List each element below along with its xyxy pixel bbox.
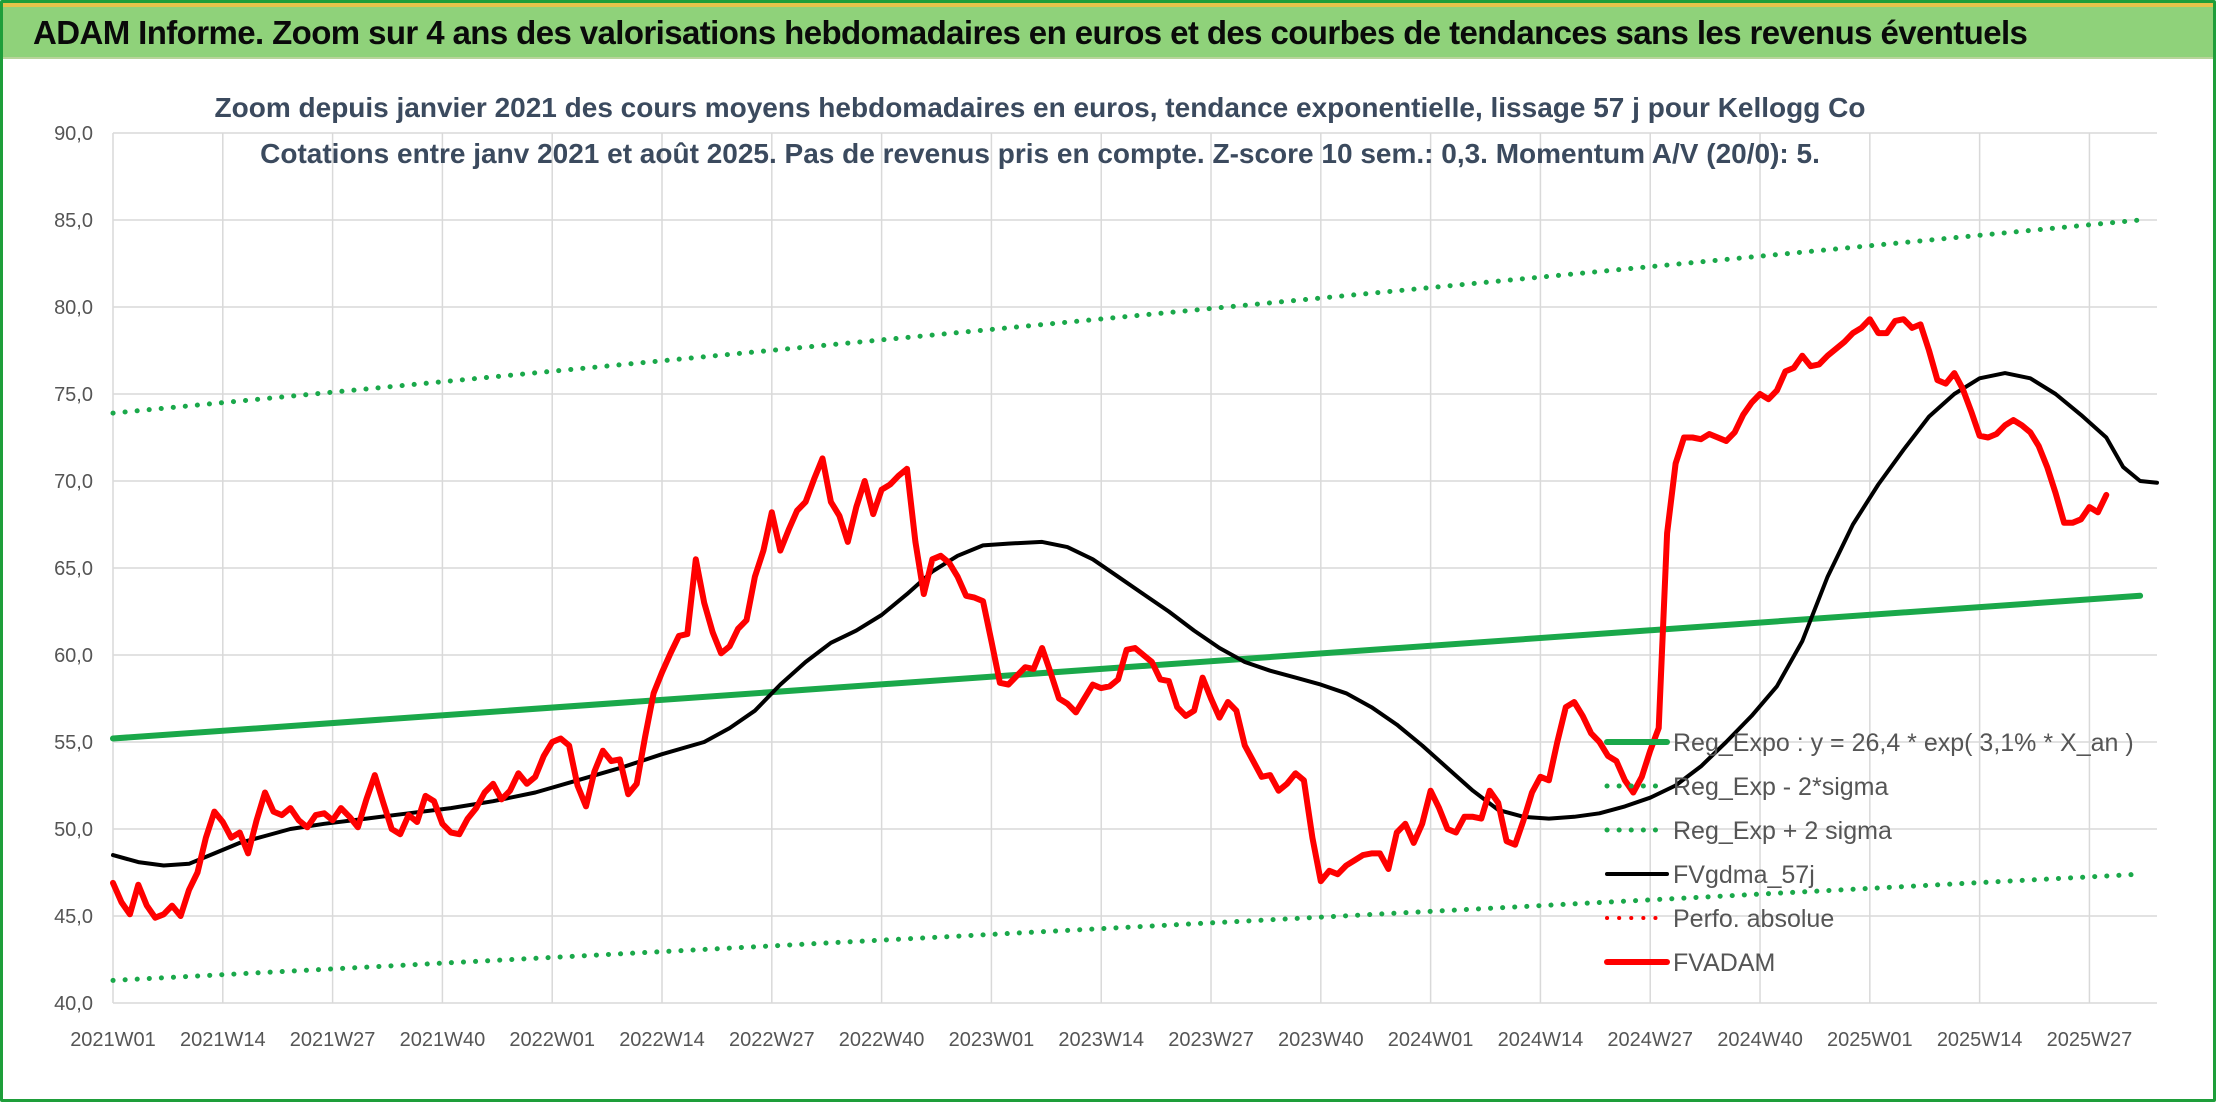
legend-label: Reg_Exp - 2*sigma (1673, 773, 1888, 801)
y-tick-label: 55,0 (54, 732, 93, 754)
chart-legend: Reg_Expo : y = 26,4 * exp( 3,1% * X_an )… (1604, 729, 2134, 977)
report-banner: ADAM Informe. Zoom sur 4 ans des valoris… (3, 3, 2213, 59)
x-tick-label: 2023W14 (1058, 1029, 1144, 1051)
y-tick-label: 90,0 (54, 123, 93, 145)
y-tick-label: 60,0 (54, 645, 93, 667)
legend-label: Reg_Expo : y = 26,4 * exp( 3,1% * X_an ) (1673, 729, 2134, 757)
y-tick-label: 80,0 (54, 297, 93, 319)
x-tick-label: 2021W27 (290, 1029, 376, 1051)
legend-label: FVgdma_57j (1673, 861, 1815, 889)
y-tick-label: 45,0 (54, 906, 93, 928)
series-line (110, 316, 2110, 921)
y-tick-label: 85,0 (54, 210, 93, 232)
x-tick-label: 2021W14 (180, 1029, 266, 1051)
y-axis-ticks: 40,0 45,0 50,0 55,0 60,0 65,0 70,0 75,0 80,0 85,0… (54, 123, 93, 1015)
x-tick-label: 2024W01 (1388, 1029, 1474, 1051)
y-tick-label: 65,0 (54, 558, 93, 580)
series-line (110, 592, 2144, 742)
chart-title-line2: Cotations entre janv 2021 et août 2025. … (260, 138, 1820, 169)
y-tick-label: 75,0 (54, 384, 93, 406)
series-line (111, 371, 2159, 868)
x-tick-label: 2025W14 (1937, 1029, 2023, 1051)
y-tick-label: 70,0 (54, 471, 93, 493)
x-tick-label: 2022W40 (839, 1029, 925, 1051)
x-tick-label: 2024W40 (1717, 1029, 1803, 1051)
x-tick-label: 2024W14 (1498, 1029, 1584, 1051)
y-tick-label: 40,0 (54, 993, 93, 1015)
series-line (110, 217, 2143, 416)
legend-label: Perfo. absolue (1673, 905, 1834, 933)
y-tick-label: 50,0 (54, 819, 93, 841)
x-tick-label: 2022W27 (729, 1029, 815, 1051)
x-tick-label: 2021W01 (70, 1029, 156, 1051)
chart-title-line1: Zoom depuis janvier 2021 des cours moyen… (215, 92, 1866, 123)
x-tick-label: 2022W14 (619, 1029, 705, 1051)
chart-series (110, 217, 2159, 983)
series-line (110, 871, 2143, 983)
x-tick-label: 2021W40 (400, 1029, 486, 1051)
x-tick-label: 2024W27 (1607, 1029, 1693, 1051)
legend-label: Reg_Exp + 2 sigma (1673, 817, 1892, 845)
x-axis-ticks: 2021W01 2021W14 2021W27 2021W40 2022W01 2022W… (70, 1029, 2132, 1051)
chart-grid (112, 132, 2157, 1004)
x-tick-label: 2023W27 (1168, 1029, 1254, 1051)
x-tick-label: 2025W27 (2047, 1029, 2133, 1051)
x-tick-label: 2025W01 (1827, 1029, 1913, 1051)
x-tick-label: 2022W01 (509, 1029, 595, 1051)
legend-label: FVADAM (1673, 949, 1775, 977)
x-tick-label: 2023W40 (1278, 1029, 1364, 1051)
x-tick-label: 2023W01 (949, 1029, 1035, 1051)
